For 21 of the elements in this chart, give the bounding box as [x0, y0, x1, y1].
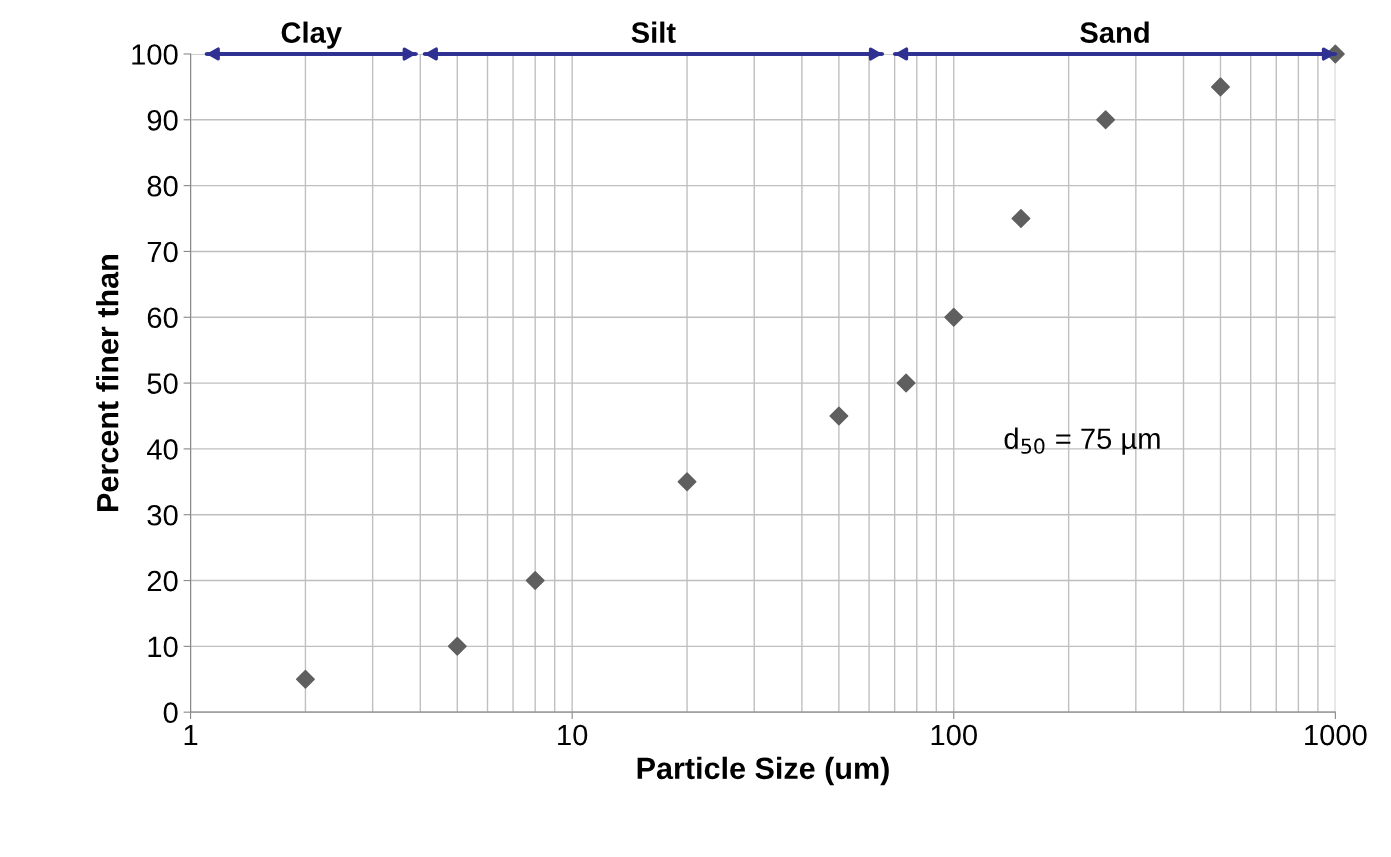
series-label: Silt	[631, 21, 676, 43]
x-axis-title: Particle Size (um)	[637, 756, 889, 786]
y-tick-label: 80	[147, 175, 178, 197]
y-tick-label: 50	[147, 373, 178, 394]
series-label: Sand	[1080, 21, 1149, 43]
x-tick-label: 1	[184, 725, 198, 746]
y-tick-label: 40	[146, 439, 178, 460]
legend-label: Clay	[281, 21, 342, 49]
y-tick-label: 100	[132, 44, 178, 65]
y-tick-label: 0	[163, 702, 178, 724]
x-tick-label: 1000	[1305, 724, 1367, 746]
y-tick-label: 20	[147, 570, 178, 592]
y-tick-label: 10	[148, 636, 178, 658]
y-tick-label: 90	[147, 110, 178, 131]
y-tick-label: 70	[147, 241, 178, 263]
y-tick-label: 60	[147, 307, 178, 329]
y-axis-title: Percent finer than	[96, 255, 119, 511]
x-tick-label: 100	[931, 724, 977, 746]
annotation: d$_{50}$ = 75 µm	[1004, 427, 1160, 455]
y-tick-label: 30	[147, 504, 178, 526]
x-tick-label: 10	[558, 724, 588, 746]
